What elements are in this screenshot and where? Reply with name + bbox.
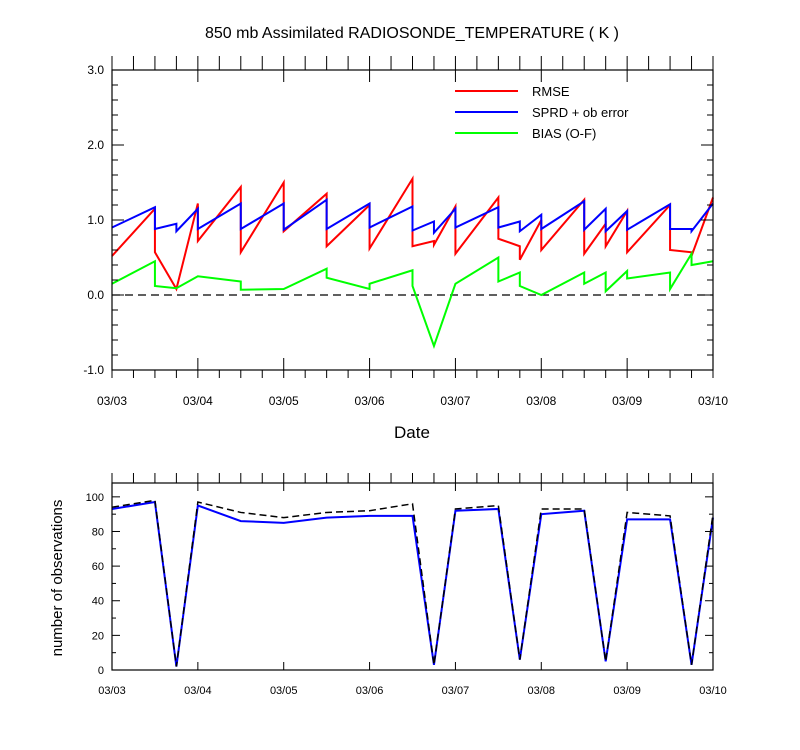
- y-tick-label: -1.0: [83, 363, 104, 377]
- x-tick-label: 03/10: [699, 685, 727, 697]
- top-series-group: [111, 175, 714, 350]
- x-tick-label: 03/07: [442, 685, 470, 697]
- y-tick-label: 20: [92, 630, 104, 642]
- series-line-observations-possible: [111, 499, 714, 667]
- x-tick-label: 03/03: [97, 394, 127, 408]
- y-tick-label: 40: [92, 596, 104, 608]
- x-tick-label: 03/04: [184, 685, 212, 697]
- x-tick-label: 03/08: [526, 394, 556, 408]
- legend: RMSE SPRD + ob error BIAS (O-F): [455, 84, 629, 141]
- legend-label-sprd: SPRD + ob error: [532, 105, 629, 120]
- x-tick-label: 03/06: [356, 685, 384, 697]
- y-tick-label: 2.0: [87, 138, 104, 152]
- y-tick-label: 0.0: [87, 288, 104, 302]
- bottom-series-group: [111, 499, 714, 667]
- x-tick-label: 03/06: [355, 394, 385, 408]
- bottom-tick-group: 0 20 40 60 80 100 03/03 03/04 03/05 03/06 03/07 03/…: [86, 473, 727, 697]
- x-tick-label: 03/07: [440, 394, 470, 408]
- x-tick-label: 03/08: [528, 685, 556, 697]
- y-axis-label: number of observations: [49, 500, 66, 657]
- legend-label-rmse: RMSE: [532, 84, 570, 99]
- top-tick-group: -1.0 0.0 1.0 2.0 3.0 03/03 03/04 03/05 03/06 03/0…: [83, 56, 728, 408]
- series-line-sprd-ob-error: [111, 197, 714, 236]
- x-axis-label: Date: [394, 423, 430, 442]
- x-tick-label: 03/05: [269, 394, 299, 408]
- x-tick-label: 03/05: [270, 685, 298, 697]
- x-tick-label: 03/10: [698, 394, 728, 408]
- series-line-bias-o-f: [111, 250, 714, 350]
- chart-title: 850 mb Assimilated RADIOSONDE_TEMPERATUR…: [205, 25, 619, 42]
- x-tick-label: 03/03: [98, 685, 126, 697]
- series-line-observations-used: [111, 500, 714, 667]
- y-tick-label: 80: [92, 526, 104, 538]
- y-tick-label: 60: [92, 561, 104, 573]
- y-tick-label: 100: [86, 492, 104, 504]
- x-tick-label: 03/04: [183, 394, 213, 408]
- legend-label-bias: BIAS (O-F): [532, 126, 596, 141]
- x-tick-label: 03/09: [612, 394, 642, 408]
- y-tick-label: 3.0: [87, 63, 104, 77]
- x-tick-label: 03/09: [613, 685, 641, 697]
- y-tick-label: 0: [98, 665, 104, 677]
- y-tick-label: 1.0: [87, 213, 104, 227]
- bottom-panel: 0 20 40 60 80 100 03/03 03/04 03/05 03/06 03/07 03/…: [49, 473, 727, 697]
- bottom-plot-frame: [111, 482, 714, 671]
- top-panel: 850 mb Assimilated RADIOSONDE_TEMPERATUR…: [83, 25, 728, 442]
